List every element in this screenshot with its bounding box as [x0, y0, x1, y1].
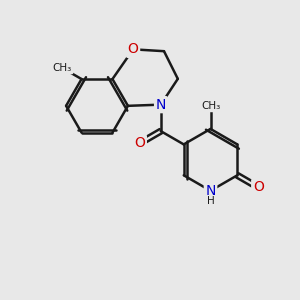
- Text: N: N: [156, 98, 166, 112]
- Text: O: O: [253, 180, 264, 194]
- Text: CH₃: CH₃: [53, 63, 72, 73]
- Text: N: N: [205, 184, 216, 198]
- Text: CH₃: CH₃: [201, 101, 220, 111]
- Text: O: O: [134, 136, 145, 150]
- Text: H: H: [207, 196, 214, 206]
- Text: O: O: [128, 42, 139, 56]
